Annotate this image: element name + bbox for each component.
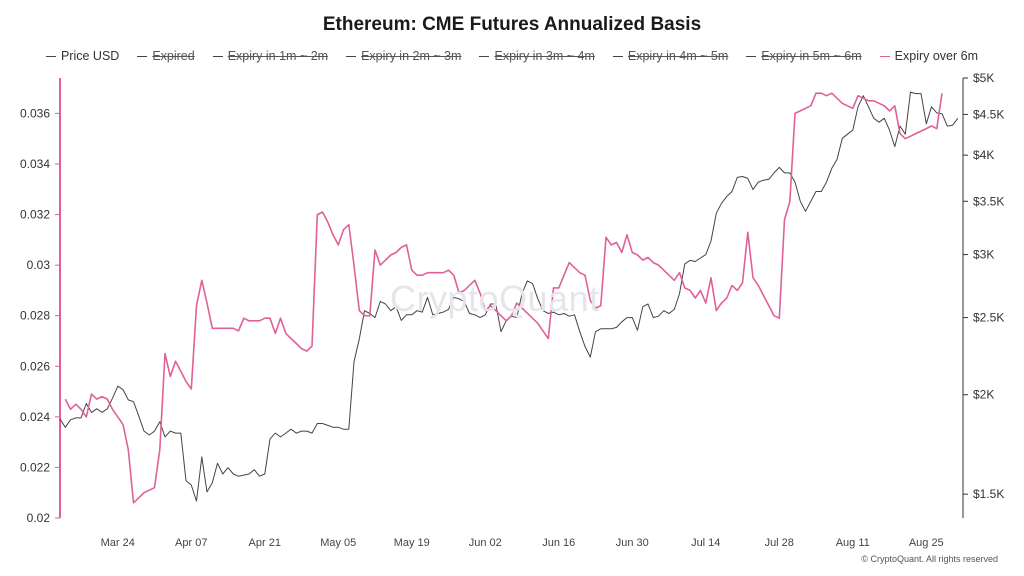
legend-item[interactable]: Expired <box>137 49 195 63</box>
series-line-expiry-over-6m <box>64 92 943 504</box>
x-tick-label: Apr 07 <box>175 537 207 549</box>
legend-swatch <box>612 55 623 57</box>
y-right-tick-label: $2.5K <box>973 311 1004 325</box>
y-right-tick-label: $4.5K <box>973 107 1004 121</box>
legend-swatch <box>45 55 56 57</box>
legend-swatch <box>137 55 148 57</box>
legend-item[interactable]: Expiry in 1m ~ 2m <box>212 49 329 63</box>
x-tick-label: Apr 21 <box>249 537 281 549</box>
chart-legend: Price USD Expired Expiry in 1m ~ 2m Expiry … <box>0 49 1024 63</box>
y-left-tick-label: 0.034 <box>20 157 50 171</box>
y-right-tick-label: $3.5K <box>973 194 1004 208</box>
legend-swatch <box>746 55 757 57</box>
y-left-tick-label: 0.02 <box>27 511 51 525</box>
legend-item[interactable]: Expiry in 2m ~ 3m <box>346 49 461 63</box>
y-left-tick-label: 0.036 <box>20 106 50 120</box>
legend-label: Price USD <box>60 49 120 63</box>
x-tick-label: Jun 02 <box>469 537 502 549</box>
x-tick-label: May 05 <box>320 537 356 549</box>
x-tick-label: Jul 14 <box>691 537 720 549</box>
legend-swatch <box>879 55 890 57</box>
x-tick-label: Aug 25 <box>909 537 944 549</box>
y-right-tick-label: $4K <box>973 148 994 162</box>
legend-item[interactable]: Expiry in 4m ~ 5m <box>612 49 729 63</box>
legend-label: Expiry over 6m <box>894 49 979 63</box>
legend-label: Expiry in 5m ~ 6m <box>761 49 862 63</box>
chart-title: Ethereum: CME Futures Annualized Basis <box>322 14 702 35</box>
x-tick-label: Jul 28 <box>765 537 794 549</box>
legend-label: Expiry in 1m ~ 2m <box>227 49 329 63</box>
y-left-tick-label: 0.028 <box>20 309 50 323</box>
legend-item[interactable]: Expiry in 3m ~ 4m <box>479 49 595 63</box>
watermark: CryptoQuant <box>390 278 600 319</box>
x-tick-label: May 19 <box>394 537 430 549</box>
legend-swatch <box>346 55 357 57</box>
x-tick-label: Jun 16 <box>542 537 575 549</box>
y-left-tick-label: 0.026 <box>20 359 50 373</box>
y-left-tick-label: 0.03 <box>27 258 51 272</box>
y-right-tick-label: $2K <box>973 388 994 402</box>
legend-label: Expiry in 2m ~ 3m <box>361 49 462 63</box>
y-right-tick-label: $3K <box>973 248 994 262</box>
y-right-tick-label: $1.5K <box>973 487 1004 501</box>
legend-item[interactable]: Expiry over 6m <box>879 49 979 63</box>
x-tick-label: Aug 11 <box>836 537 870 549</box>
legend-item[interactable]: Price USD <box>45 49 120 63</box>
legend-item[interactable]: Expiry in 5m ~ 6m <box>746 49 862 63</box>
legend-swatch <box>212 55 223 57</box>
legend-label: Expired <box>152 49 195 63</box>
y-left-tick-label: 0.032 <box>20 208 50 222</box>
y-left-tick-label: 0.022 <box>20 460 50 474</box>
copyright-credit: © CryptoQuant. All rights reserved <box>861 554 998 564</box>
legend-label: Expiry in 4m ~ 5m <box>627 49 729 63</box>
x-tick-label: Mar 24 <box>101 537 135 549</box>
y-left-tick-label: 0.024 <box>20 410 50 424</box>
x-tick-label: Jun 30 <box>616 537 649 549</box>
y-right-tick-label: $5K <box>973 71 994 85</box>
legend-swatch <box>479 55 490 57</box>
legend-label: Expiry in 3m ~ 4m <box>494 49 595 63</box>
